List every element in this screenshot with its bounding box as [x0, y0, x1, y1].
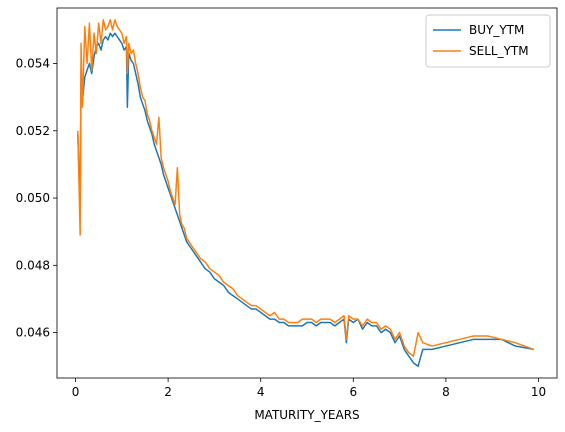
y-tick-label: 0.048	[16, 258, 50, 272]
legend-entry-label: BUY_YTM	[469, 23, 524, 37]
x-axis-title: MATURITY_YEARS	[254, 408, 359, 422]
plot-area	[77, 19, 535, 367]
y-tick-label: 0.052	[16, 124, 50, 138]
series-line-sell-ytm	[77, 19, 535, 357]
x-axis: 0 2 4 6 8 10	[72, 378, 546, 399]
x-tick-label: 10	[531, 385, 546, 399]
x-tick-label: 2	[164, 385, 172, 399]
x-tick-label: 4	[257, 385, 265, 399]
series-line-buy-ytm	[77, 32, 534, 367]
legend: BUY_YTM SELL_YTM	[425, 14, 551, 68]
x-tick-label: 0	[72, 385, 80, 399]
x-tick-label: 6	[349, 385, 357, 399]
legend-entry-label: SELL_YTM	[469, 44, 529, 58]
axes-frame	[56, 7, 558, 379]
y-axis: 0.046 0.048 0.050 0.052 0.054	[16, 57, 57, 340]
x-tick-label: 8	[442, 385, 450, 399]
y-tick-label: 0.054	[16, 57, 50, 71]
y-tick-label: 0.046	[16, 326, 50, 340]
legend-frame	[425, 14, 551, 68]
y-tick-label: 0.050	[16, 191, 50, 205]
